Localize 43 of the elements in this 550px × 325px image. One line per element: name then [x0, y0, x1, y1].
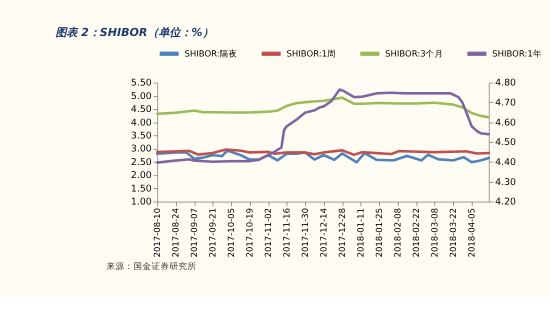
x-tick-label: 2017-12-28 [338, 208, 348, 258]
chart-title: 图表 2：SHIBOR（单位：%） [55, 26, 214, 39]
y2-tick-label: 4.60 [495, 117, 516, 128]
y-tick-label: 2.50 [130, 156, 152, 168]
x-tick-label: 2018-02-22 [412, 208, 422, 258]
y2-tick-label: 4.50 [495, 137, 516, 148]
y-tick-label: 3.00 [130, 144, 152, 155]
y2-tick-label: 4.80 [495, 78, 516, 89]
y-tick-label: 1.00 [130, 196, 152, 208]
legend-label: SHIBOR:1周 [286, 48, 336, 60]
legend-label: SHIBOR:隔夜 [184, 48, 238, 60]
y-tick-label: 5.00 [130, 90, 152, 102]
x-tick-label: 2017-09-21 [208, 208, 219, 258]
x-tick-label: 2017-11-16 [282, 208, 293, 258]
x-tick-label: 2017-09-07 [190, 208, 200, 258]
y2-tick-label: 4.70 [495, 97, 516, 108]
x-tick-label: 2018-02-08 [394, 208, 404, 258]
x-tick-label: 2017-11-30 [301, 208, 312, 258]
y2-tick-label: 4.40 [495, 156, 516, 168]
x-tick-label: 2017-12-14 [320, 208, 330, 258]
x-tick-label: 2018-04-05 [468, 208, 478, 258]
x-tick-label: 2017-10-05 [227, 208, 238, 258]
y-tick-label: 2.00 [130, 170, 152, 182]
line-series [156, 96, 490, 119]
x-tick-label: 2018-01-11 [356, 208, 367, 258]
y-tick-label: 5.50 [130, 78, 152, 89]
line-series [156, 88, 490, 164]
y-tick-label: 3.50 [130, 130, 152, 142]
y-tick-label: 1.50 [130, 183, 152, 194]
x-tick-label: 2018-03-22 [449, 208, 460, 258]
legend-label: SHIBOR:3个月 [385, 48, 444, 60]
x-tick-label: 2017-10-19 [246, 208, 256, 258]
x-tick-label: 2018-01-25 [375, 208, 386, 258]
x-tick-label: 2018-03-08 [430, 208, 441, 258]
y-tick-label: 4.50 [130, 104, 152, 116]
x-tick-label: 2017-08-24 [172, 208, 182, 258]
y-tick-label: 4.00 [130, 117, 152, 128]
legend-label: SHIBOR:1年 [492, 48, 542, 60]
source-note: 来源：国金证券研究所 [106, 260, 196, 272]
y2-tick-label: 4.30 [495, 176, 516, 188]
y2-tick-label: 4.20 [495, 196, 516, 208]
x-tick-label: 2017-08-10 [153, 208, 164, 258]
x-tick-label: 2017-11-02 [264, 208, 274, 258]
